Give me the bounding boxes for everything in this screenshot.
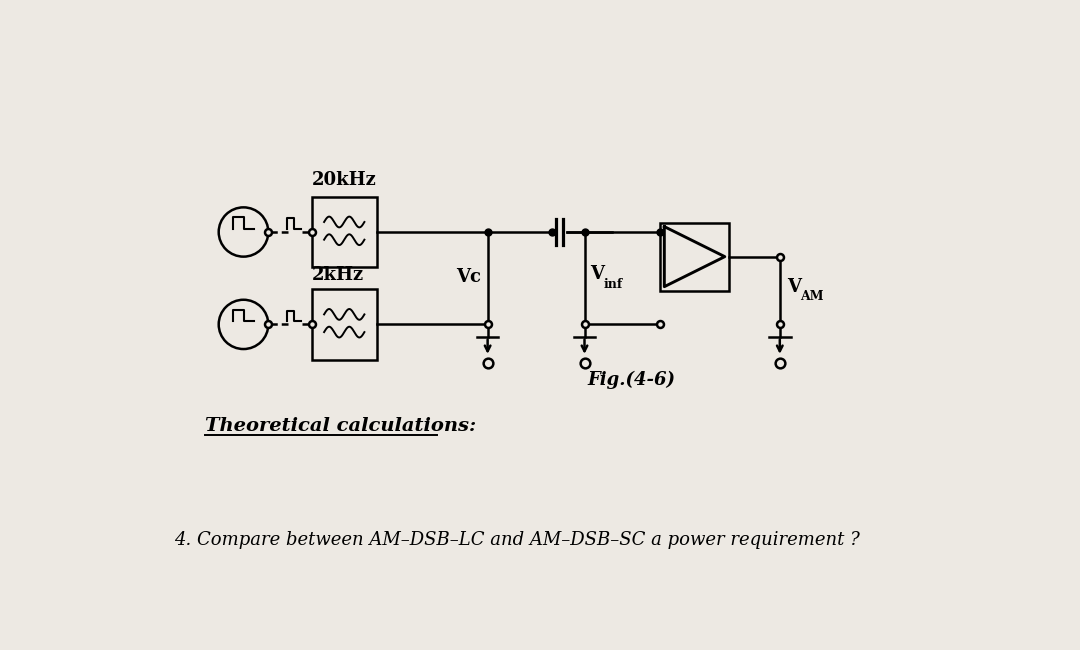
Text: Theoretical calculations:: Theoretical calculations:	[205, 417, 476, 435]
Bar	[312, 289, 377, 360]
Text: V: V	[590, 265, 604, 283]
Text: 4. Compare between AM–DSB–LC and AM–DSB–SC a power requirement ?: 4. Compare between AM–DSB–LC and AM–DSB–…	[174, 531, 860, 549]
Text: Fig.(4-6): Fig.(4-6)	[588, 370, 675, 389]
Text: AM: AM	[800, 290, 823, 303]
Text: V: V	[787, 278, 801, 296]
Bar	[312, 196, 377, 267]
Text: inf: inf	[603, 278, 622, 291]
Text: 2kHz: 2kHz	[312, 266, 364, 284]
Text: Vc: Vc	[457, 268, 482, 285]
Text: 20kHz: 20kHz	[312, 171, 377, 189]
Bar	[661, 223, 729, 291]
